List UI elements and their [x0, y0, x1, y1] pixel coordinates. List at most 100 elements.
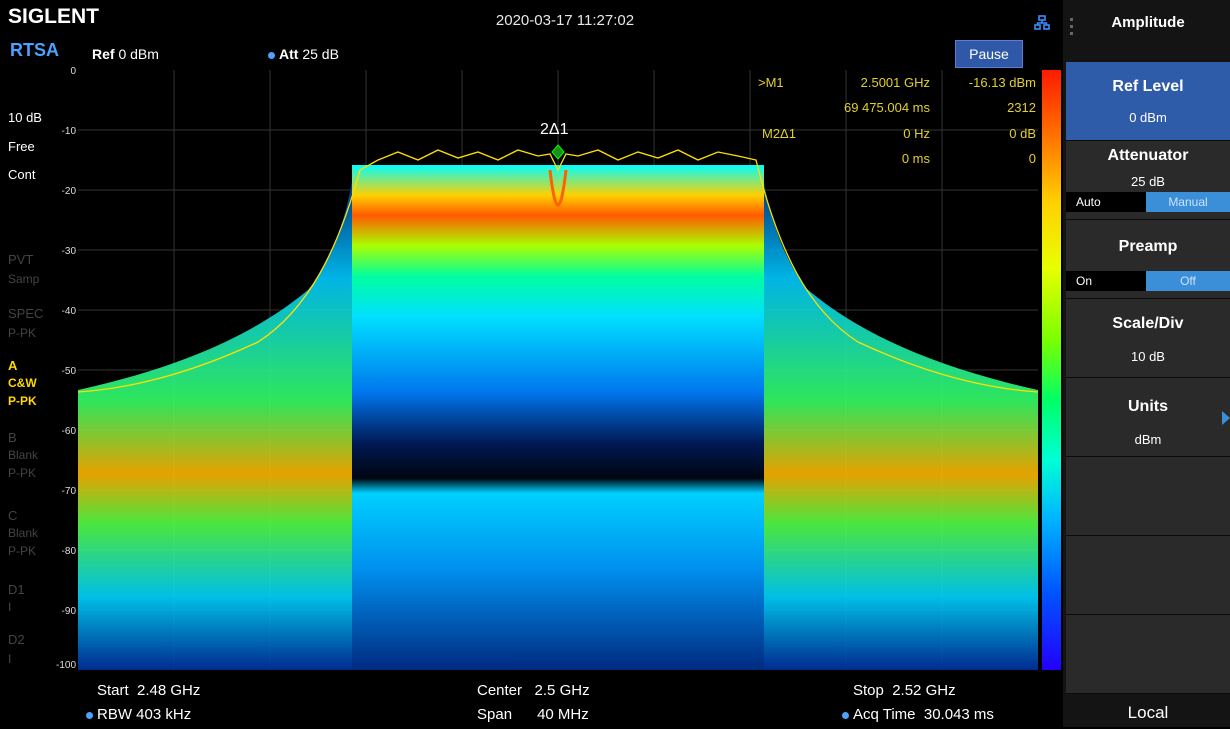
spectrum-skirt-right [764, 180, 1038, 670]
acq-label: Acq Time [853, 706, 916, 723]
y-tick: -50 [61, 366, 76, 377]
units-label: Units [1128, 398, 1168, 415]
center-label: Center [477, 682, 523, 699]
softkey-empty-2[interactable] [1066, 536, 1230, 615]
softkey-empty-1[interactable] [1066, 457, 1230, 536]
m1-count: 2312 [1007, 100, 1036, 115]
preamp-on[interactable]: On [1066, 271, 1146, 291]
att-readout: Att 25 dB [268, 46, 339, 62]
panel-handle-icon [1070, 18, 1073, 35]
center-freq[interactable]: Center 2.5 GHz [477, 682, 590, 699]
attenuator-manual[interactable]: Manual [1146, 192, 1230, 212]
trace-a[interactable]: A [8, 358, 18, 373]
m2-label: M2Δ1 [762, 126, 796, 141]
m1-time: 69 475.004 ms [843, 100, 930, 115]
d1-value: I [8, 600, 12, 614]
y-tick: -70 [61, 486, 76, 497]
trace-b[interactable]: B [8, 430, 17, 445]
start-label: Start [97, 682, 129, 699]
stop-label: Stop [853, 682, 884, 699]
start-value: 2.48 GHz [137, 682, 201, 699]
ref-value: 0 dBm [118, 46, 159, 62]
softkey-empty-3[interactable] [1066, 615, 1230, 694]
d1-label[interactable]: D1 [8, 582, 25, 597]
spec-mode: P-PK [8, 326, 37, 340]
attenuator-label: Attenuator [1107, 147, 1189, 164]
att-label: Att [279, 46, 299, 62]
softkey-ref-level[interactable]: Ref Level 0 dBm [1066, 62, 1230, 141]
rbw-label: RBW [97, 706, 132, 723]
trace-c-type: Blank [8, 526, 39, 540]
softkey-attenuator[interactable]: Attenuator 25 dB Auto Manual [1066, 141, 1230, 220]
trace-b-type: Blank [8, 448, 39, 462]
siglent-logo: SIGLENT [8, 5, 100, 28]
trace-a-line [78, 149, 1038, 393]
marker-m2-icon [551, 144, 565, 160]
y-tick: -90 [61, 606, 76, 617]
m1-label: >M1 [758, 75, 784, 90]
softkey-units[interactable]: Units dBm [1066, 378, 1230, 457]
y-tick: -40 [61, 306, 76, 317]
ref-level-label: Ref Level [1112, 78, 1184, 95]
scale-div-label: Scale/Div [1112, 315, 1184, 332]
network-icon [1034, 15, 1050, 30]
d2-label[interactable]: D2 [8, 632, 25, 647]
att-value: 25 dB [302, 46, 339, 62]
datetime: 2020-03-17 11:27:02 [495, 12, 635, 29]
start-freq[interactable]: Start 2.48 GHz [97, 682, 200, 699]
attenuator-value: 25 dB [1131, 174, 1165, 189]
trace-a-type: C&W [8, 376, 37, 390]
y-tick: -60 [61, 426, 76, 437]
spectrum-skirt-left [78, 180, 352, 670]
rbw-indicator-icon [86, 711, 93, 719]
plot-marker-label: 2Δ1 [540, 121, 569, 138]
y-tick: -30 [61, 246, 76, 257]
density-color-bar [1042, 70, 1061, 670]
trigger-free: Free [8, 139, 35, 154]
menu-title: Amplitude [1111, 14, 1185, 31]
trace-c-mode: P-PK [8, 544, 37, 558]
softkey-preamp[interactable]: Preamp On Off [1066, 220, 1230, 299]
acq-indicator-icon [842, 711, 849, 719]
spectrum-inband [352, 165, 764, 670]
local-button[interactable]: Local [1127, 703, 1169, 722]
submenu-arrow-icon [1222, 411, 1230, 425]
y-tick: -10 [61, 126, 76, 137]
scale-div-value: 10 dB [1131, 349, 1165, 364]
scale-label: 10 dB [8, 110, 42, 125]
pvt-mode: Samp [8, 272, 40, 286]
ref-level-value: 0 dBm [1129, 110, 1167, 125]
acq-time-readout[interactable]: Acq Time 30.043 ms [842, 706, 994, 723]
y-tick: -100 [55, 660, 76, 671]
trace-c[interactable]: C [8, 508, 18, 523]
m2-freq: 0 Hz [903, 126, 930, 141]
preamp-label: Preamp [1118, 238, 1178, 255]
sweep-cont: Cont [8, 167, 36, 182]
span-label: Span [477, 706, 513, 723]
d2-value: I [8, 652, 12, 666]
ref-label: Ref [92, 46, 115, 62]
m2-time: 0 ms [901, 151, 930, 166]
trace-a-mode: P-PK [8, 394, 37, 408]
stop-freq[interactable]: Stop 2.52 GHz [853, 682, 956, 699]
stop-value: 2.52 GHz [892, 682, 956, 699]
mode-label: RTSA [10, 40, 59, 60]
m1-level: -16.13 dBm [968, 75, 1036, 90]
attenuator-auto[interactable]: Auto [1066, 192, 1146, 212]
pause-button[interactable]: Pause [955, 40, 1023, 68]
span-readout[interactable]: Span 40 MHz [477, 706, 589, 723]
rbw-value: 403 kHz [136, 706, 192, 723]
spectrum-display[interactable] [78, 70, 1038, 670]
spec-label[interactable]: SPEC [8, 306, 44, 321]
spectrum-notch [548, 169, 568, 207]
ref-readout: Ref 0 dBm [92, 46, 159, 62]
m2-count: 0 [1028, 151, 1036, 166]
softkey-scale-div[interactable]: Scale/Div 10 dB [1066, 299, 1230, 378]
trace-b-mode: P-PK [8, 466, 37, 480]
y-tick: -20 [61, 186, 76, 197]
rbw-readout[interactable]: RBW 403 kHz [86, 706, 191, 723]
pvt-label[interactable]: PVT [8, 252, 34, 267]
units-value: dBm [1134, 432, 1162, 447]
center-value: 2.5 GHz [534, 682, 590, 699]
preamp-off[interactable]: Off [1146, 271, 1230, 291]
